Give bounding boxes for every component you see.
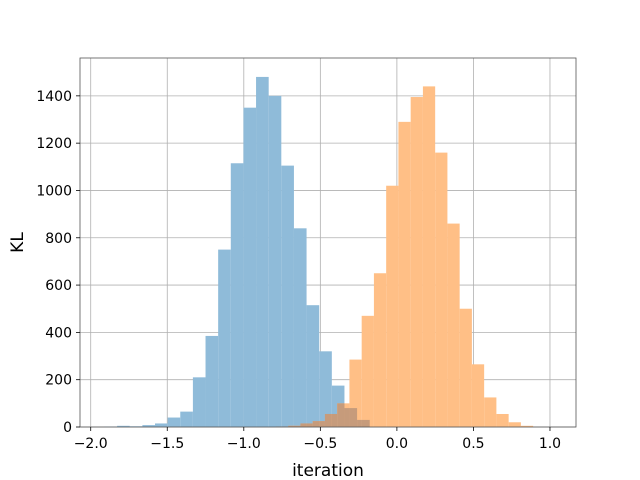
histogram-overlap [344, 408, 350, 427]
histogram-overlap [288, 425, 294, 427]
histogram-bar-series-1 [180, 411, 193, 427]
histogram-overlap [300, 423, 307, 427]
histogram-bars [104, 76, 534, 428]
histogram-bar-series-1 [268, 95, 282, 427]
y-tick-label: 1400 [36, 89, 72, 105]
histogram-overlap [306, 423, 313, 427]
histogram-bar-series-2 [410, 97, 423, 428]
histogram-overlap [293, 425, 301, 427]
plot-frame [79, 57, 577, 428]
histogram-bar-series-2 [496, 413, 509, 427]
histogram-bar-series-1 [155, 423, 168, 427]
y-tick-label: 1200 [36, 136, 72, 152]
histogram-bar-series-2 [422, 86, 436, 427]
histogram-overlap [357, 419, 362, 427]
y-tick-label: 400 [45, 325, 72, 341]
histogram-overlap [324, 413, 332, 427]
histogram-bar-series-2 [386, 185, 399, 427]
histogram-bar-series-2 [471, 364, 485, 427]
histogram-bar-series-1 [117, 425, 130, 427]
y-tick-label: 600 [45, 278, 72, 294]
histogram-bar-series-2 [398, 121, 411, 427]
histogram-bar-series-1 [306, 305, 320, 427]
histogram-bar-series-2 [447, 223, 460, 427]
histogram-bar-series-1 [142, 425, 156, 427]
histogram-bar-series-2 [508, 422, 521, 427]
y-axis-title: KL [8, 232, 28, 253]
x-axis-title: iteration [292, 461, 364, 480]
y-axis-ticks: 0 200 400 600 800 1000 1200 1400 [36, 89, 80, 436]
y-tick-label: 800 [45, 231, 72, 247]
y-tick-label: 200 [45, 373, 72, 389]
histogram-bar-series-2 [520, 425, 534, 427]
histogram-bar-series-1 [218, 249, 231, 427]
histogram-bar-series-2 [459, 308, 472, 427]
x-tick-label: 0.0 [386, 436, 408, 452]
x-axis-ticks: −2.0 −1.5 −1.0 −0.5 0.0 0.5 1.0 [74, 427, 561, 452]
histogram-bar-series-2 [435, 152, 448, 427]
histogram-overlap [331, 413, 338, 427]
histogram-overlap [337, 403, 345, 427]
x-tick-label: 1.0 [539, 436, 561, 452]
histogram-bar-series-1 [256, 76, 269, 427]
x-tick-label: 0.5 [462, 436, 484, 452]
histogram-bar-series-1 [167, 417, 181, 427]
histogram-bar-series-1 [192, 377, 206, 427]
histogram-bar-series-1 [243, 107, 257, 427]
x-tick-label: −1.5 [150, 436, 184, 452]
y-tick-label: 0 [63, 420, 72, 436]
x-tick-label: −0.5 [303, 436, 337, 452]
histogram-bar-series-1 [319, 351, 332, 427]
histogram-bar-series-1 [205, 335, 219, 427]
histogram-overlap [361, 419, 370, 427]
histogram-bar-series-1 [293, 228, 307, 427]
histogram-bar-series-2 [361, 315, 374, 427]
histogram-overlap [312, 421, 320, 427]
y-tick-label: 1000 [36, 183, 72, 199]
x-tick-label: −1.0 [227, 436, 261, 452]
histogram-overlap [349, 408, 358, 427]
histogram-bar-series-1 [281, 165, 294, 427]
x-tick-label: −2.0 [74, 436, 108, 452]
histogram-bar-series-2 [484, 397, 497, 427]
histogram-bar-series-2 [373, 273, 387, 427]
histogram-overlap [319, 421, 325, 427]
histogram-bar-series-1 [230, 163, 244, 427]
